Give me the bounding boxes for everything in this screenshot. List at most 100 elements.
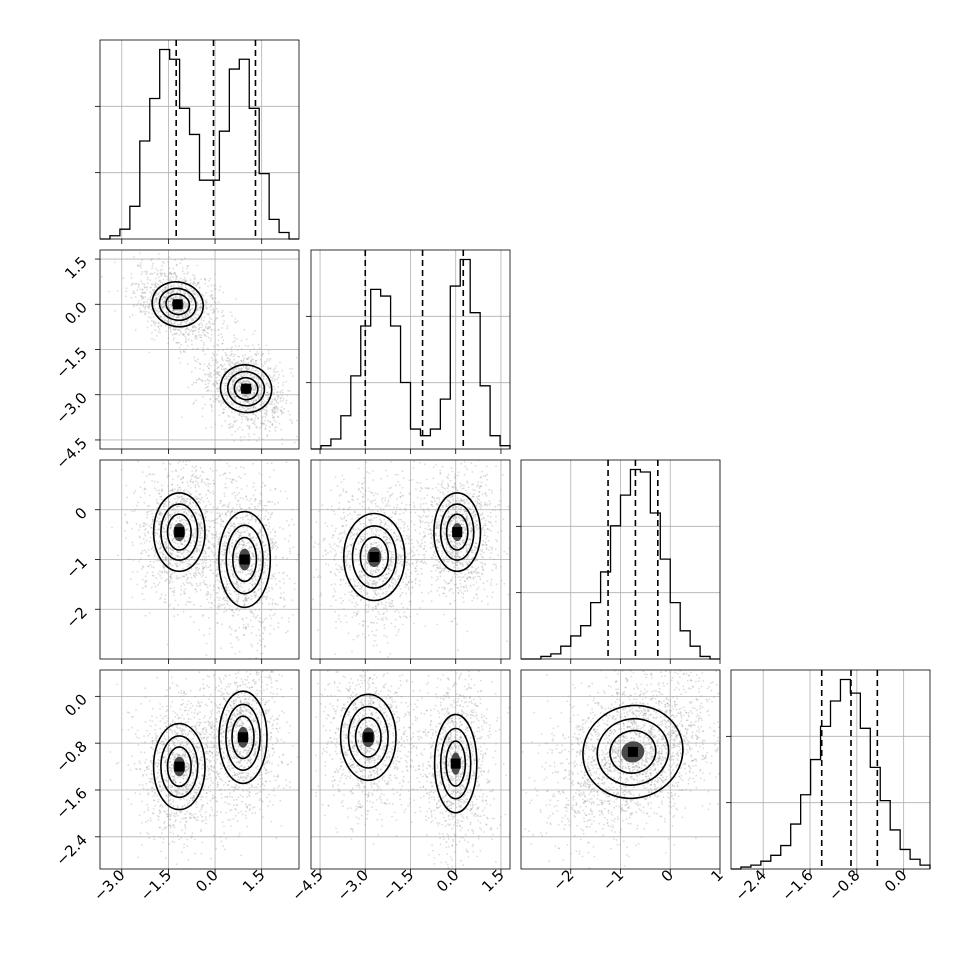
scatter-point: [163, 549, 165, 552]
scatter-point: [158, 510, 161, 513]
scatter-point: [420, 516, 423, 519]
scatter-point: [154, 585, 157, 588]
scatter-point: [338, 494, 341, 497]
scatter-point: [228, 532, 231, 535]
scatter-point: [180, 296, 183, 298]
scatter-point: [239, 516, 242, 519]
scatter-point: [167, 300, 170, 303]
scatter-point: [333, 555, 336, 558]
scatter-point: [274, 411, 276, 414]
scatter-point: [252, 389, 255, 391]
scatter-point: [178, 546, 180, 548]
scatter-point: [144, 579, 147, 582]
scatter-point: [210, 406, 213, 409]
scatter-point: [305, 574, 307, 576]
scatter-point: [289, 547, 291, 550]
scatter-point: [219, 581, 222, 584]
scatter-point: [381, 619, 384, 622]
scatter-point: [222, 542, 225, 545]
scatter-point: [158, 540, 161, 543]
scatter-point: [189, 279, 192, 281]
scatter-point: [235, 516, 238, 519]
scatter-point: [188, 322, 191, 324]
scatter-point: [192, 535, 195, 538]
scatter-point: [379, 507, 382, 510]
scatter-point: [230, 373, 232, 376]
scatter-point: [245, 381, 247, 384]
scatter-point: [256, 548, 258, 551]
scatter-point: [142, 304, 145, 307]
scatter-point: [238, 541, 241, 543]
scatter-point: [176, 614, 179, 616]
scatter-point: [339, 532, 342, 535]
scatter-point: [274, 367, 276, 370]
scatter-point: [177, 341, 179, 344]
scatter-point: [168, 273, 171, 275]
scatter-point: [163, 569, 166, 572]
scatter-point: [365, 516, 368, 519]
scatter-point: [215, 575, 218, 577]
scatter-point: [254, 521, 257, 523]
scatter-point: [244, 367, 247, 370]
scatter-point: [177, 357, 180, 359]
scatter-point: [207, 485, 210, 488]
scatter-point: [160, 498, 163, 501]
scatter-point: [253, 406, 255, 408]
scatter-point: [238, 522, 240, 525]
scatter-point: [182, 316, 185, 319]
scatter-point: [142, 310, 144, 313]
scatter-point: [254, 544, 257, 547]
scatter-point: [185, 535, 188, 538]
scatter-point: [163, 531, 166, 533]
scatter-point: [379, 523, 382, 526]
scatter-point: [242, 543, 245, 546]
density-contour: [165, 293, 191, 316]
scatter-point: [261, 417, 263, 419]
scatter-point: [161, 570, 164, 573]
scatter-point: [195, 495, 197, 498]
scatter-point: [190, 583, 193, 585]
scatter-point: [278, 422, 281, 425]
scatter-point: [229, 311, 232, 314]
scatter-point: [224, 420, 227, 422]
scatter-point: [187, 314, 190, 317]
scatter-point: [196, 283, 199, 286]
scatter-point: [379, 518, 381, 521]
scatter-point: [387, 545, 390, 548]
scatter-point: [187, 292, 190, 295]
scatter-point: [248, 597, 251, 600]
scatter-point: [128, 316, 131, 318]
scatter-point: [264, 626, 266, 629]
scatter-point: [238, 368, 241, 370]
scatter-point: [256, 579, 259, 582]
scatter-point: [264, 544, 266, 547]
scatter-point: [136, 304, 138, 307]
scatter-point: [271, 511, 274, 514]
scatter-point: [248, 569, 251, 572]
scatter-point: [171, 315, 174, 318]
scatter-point: [199, 336, 202, 339]
scatter-point: [187, 582, 190, 584]
scatter-point: [180, 315, 183, 317]
scatter-point: [384, 532, 387, 535]
scatter-point: [249, 574, 252, 576]
scatter-point: [351, 650, 353, 653]
scatter-point: [141, 565, 144, 568]
scatter-point: [221, 588, 223, 590]
scatter-point: [209, 482, 212, 485]
scatter-point: [211, 519, 214, 522]
scatter-point: [188, 310, 191, 313]
scatter-point: [252, 406, 255, 409]
scatter-point: [251, 570, 254, 572]
scatter-point: [183, 276, 186, 279]
scatter-point: [339, 517, 342, 519]
scatter-point: [146, 286, 149, 289]
scatter-point: [270, 401, 273, 404]
scatter-point: [151, 473, 154, 475]
scatter-point: [253, 539, 255, 542]
scatter-point: [272, 614, 275, 617]
scatter-point: [186, 540, 189, 542]
scatter-point: [230, 393, 233, 396]
scatter-point: [274, 429, 277, 432]
scatter-point: [189, 330, 192, 332]
